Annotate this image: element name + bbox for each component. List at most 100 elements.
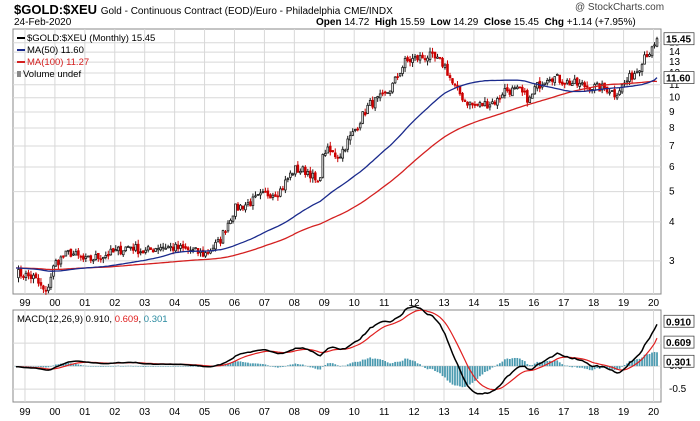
macd-histogram-bar [521,360,524,367]
price-candle-body [635,71,639,74]
macd-histogram-bar [626,363,628,367]
macd-histogram-bar [267,365,269,367]
price-candle-body [321,154,325,178]
price-candle-body [94,254,98,260]
price-y-tick-label: 4 [669,217,675,228]
macd-histogram-bar [82,365,85,367]
price-candle-body [159,246,162,251]
macd-histogram-bar [399,361,401,367]
price-candle-body [24,272,28,278]
price-candle-body [568,80,571,86]
macd-histogram-bar [172,366,175,367]
macd-histogram-bar [112,366,115,367]
macd-x-tick-label: 99 [19,407,31,418]
price-candle-body [201,249,205,257]
price-candle-body [610,90,614,92]
macd-histogram-bar [107,366,110,367]
macd-histogram-bar [35,366,37,367]
macd-histogram-bar [476,366,479,379]
macd-histogram-bar [336,365,339,367]
macd-histogram-bar [444,366,446,378]
macd-histogram-bar [446,366,449,381]
price-candle-body [563,82,566,85]
price-candle-body [164,247,167,250]
macd-histogram-bar [272,366,274,367]
price-candle-body [149,247,152,250]
chart-date: 24-Feb-2020 [14,17,72,28]
macd-histogram-bar [563,365,566,367]
macd-histogram-bar [50,366,52,367]
price-candle-body [496,98,499,106]
price-candle-body [513,87,517,90]
price-candle-body [89,255,93,261]
macd-histogram-bar [74,363,77,367]
macd-histogram-bar [329,363,332,367]
macd-histogram-bar [32,366,35,367]
macd-histogram-bar [371,358,374,367]
price-candle-body [573,78,576,84]
macd-histogram-bar [152,366,155,367]
macd-histogram-bar [501,361,504,367]
macd-histogram-bar [573,366,576,367]
price-candle-body [74,251,78,256]
price-candle-body [306,171,310,175]
price-candle-body [608,91,611,94]
macd-histogram-bar [264,364,267,367]
ma50-tag-box [663,71,695,84]
macd-histogram-bar [404,358,406,367]
price-candle-body [466,101,469,106]
macd-histogram-bar [144,366,147,367]
macd-x-tick-label: 17 [558,407,570,418]
price-candle-body [289,172,292,178]
price-candle-body [269,194,272,199]
price-candle-body [17,269,20,279]
price-x-tick-label: 14 [468,298,480,309]
macd-line [15,305,658,395]
macd-histogram-bar [291,364,294,367]
macd-histogram-bar [553,360,556,367]
price-candle-body [613,89,616,98]
price-candle-body [319,177,322,182]
price-candle-body [82,255,85,260]
price-candle-body [107,254,110,257]
price-candle-body [511,87,514,97]
macd-histogram-bar [526,364,529,367]
price-candle-body [628,73,631,82]
price-candle-body [214,241,217,250]
price-candle-body [256,193,260,196]
price-candle-body [286,178,290,180]
macd-histogram-bar [122,366,125,367]
macd-histogram-bar [606,366,608,369]
macd-x-tick-label: 10 [349,407,361,418]
macd-histogram-bar [274,366,277,368]
price-candle-body [366,104,369,114]
macd-histogram-bar [401,360,404,367]
macd-histogram-bar [259,363,262,367]
price-candle-body [393,76,397,84]
price-candle-body [426,57,429,62]
price-candle-body [216,239,220,242]
macd-histogram-bar [429,366,431,369]
price-candle-body [77,250,80,256]
macd-x-tick-label: 11 [379,407,390,418]
price-candle-body [271,194,275,198]
macd-histogram-bar [84,365,87,367]
price-candle-body [570,83,574,87]
price-candle-body [476,103,479,106]
macd-histogram-bar [508,359,511,367]
macd-histogram-bar [454,366,456,386]
macd-histogram-bar [154,366,157,367]
price-candle-body [144,249,147,253]
price-candle-body [353,129,357,131]
price-candle-body [129,246,133,249]
price-candle-body [481,102,484,107]
hist-tag: 0.301 [666,357,691,368]
macd-histogram-bar [334,364,337,367]
price-candle-body [421,54,424,59]
macd-histogram-bar [581,366,584,368]
macd-histogram-bar [277,366,279,368]
price-candle-body [54,260,58,267]
signal-tag: 0.609 [666,338,691,349]
price-candle-body [653,44,656,47]
price-candle-body [59,256,63,265]
